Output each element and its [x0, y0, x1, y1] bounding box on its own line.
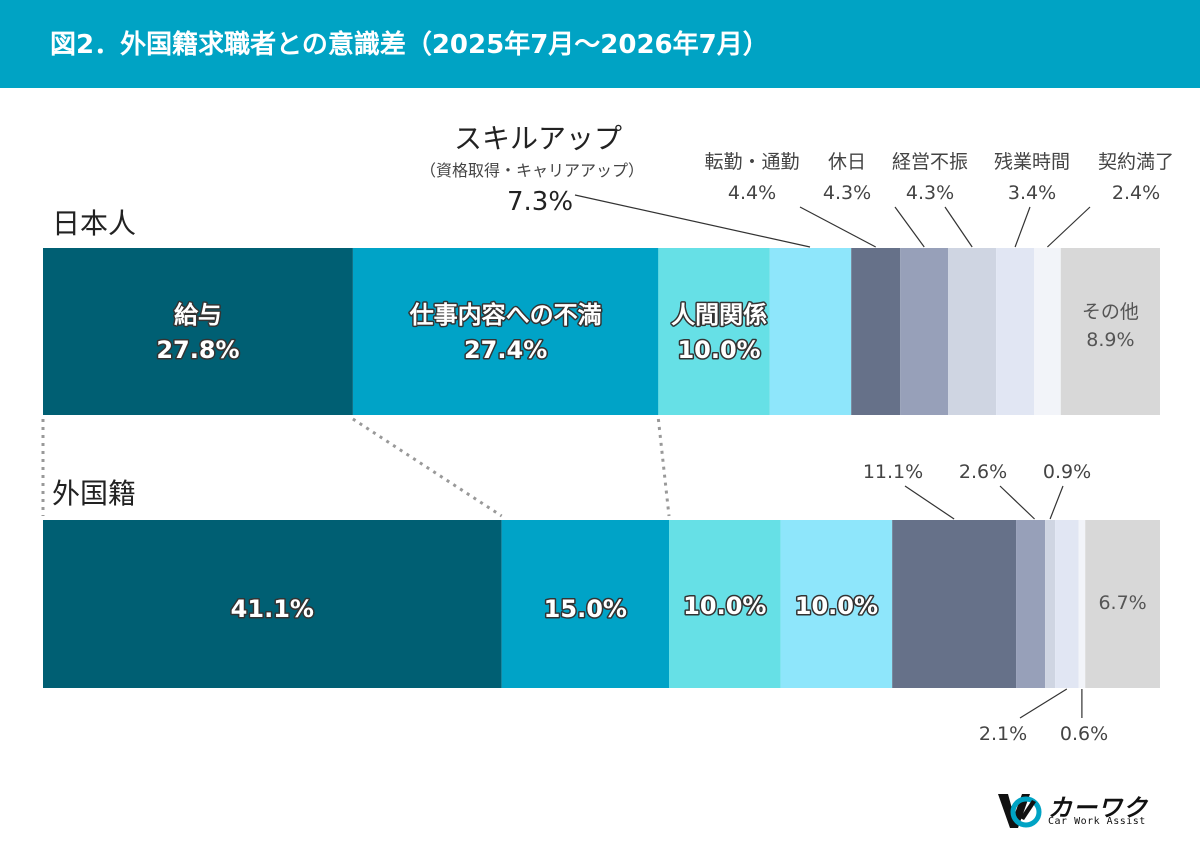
- bar-segment-japanese-8: [996, 248, 1035, 415]
- leader-line-jp-6: [894, 206, 925, 248]
- segment-label-jp-5: 転勤・通勤: [704, 151, 799, 173]
- bar-segment-japanese-10: [1060, 248, 1160, 415]
- segment-label-jp-9: 契約満了: [1098, 151, 1174, 173]
- bar-segment-foreign-9: [1078, 520, 1086, 688]
- segment-label-jp-2: 仕事内容への不満: [409, 301, 602, 329]
- dotted-connector-2: [352, 417, 503, 518]
- value-label-jp-4: 7.3%: [507, 187, 573, 217]
- bar-segment-foreign-7: [1045, 520, 1056, 688]
- value-label-jp-8: 3.4%: [1008, 182, 1056, 204]
- bar-segment-foreign-10: [1085, 520, 1160, 688]
- bar-segment-japanese-1: [43, 248, 353, 415]
- header-bar: 図2．外国籍求職者との意識差（2025年7月～2026年7月）: [0, 0, 1200, 88]
- bar-segment-japanese-5: [851, 248, 901, 415]
- leader-line-fr-8: [1019, 688, 1068, 719]
- bar-segment-foreign-5: [892, 520, 1017, 688]
- leader-line-fr-5: [904, 485, 955, 520]
- bar-segment-japanese-4: [769, 248, 852, 415]
- logo-name: カーワク: [1048, 794, 1148, 822]
- leader-line-jp-8: [1014, 206, 1031, 248]
- bar-segment-foreign-6: [1016, 520, 1046, 688]
- value-label-jp-1: 27.8%: [156, 336, 239, 364]
- value-label-jp-10: 8.9%: [1086, 329, 1134, 351]
- brand-logo: カーワク Car Work Assist: [996, 788, 1156, 832]
- leader-line-fr-6: [999, 485, 1035, 520]
- segment-label-jp-4: スキルアップ: [454, 122, 622, 155]
- logo-mark-icon: [998, 794, 1042, 828]
- value-label-jp-3: 10.0%: [677, 336, 760, 364]
- value-label-fr-5: 11.1%: [863, 461, 923, 483]
- segment-label-jp-7: 経営不振: [892, 151, 968, 173]
- value-label-jp-5: 4.4%: [728, 182, 776, 204]
- bar-segment-japanese-9: [1034, 248, 1061, 415]
- segment-label-jp-8: 残業時間: [994, 151, 1070, 173]
- segment-label-jp-1: 給与: [174, 301, 222, 329]
- bar-segment-foreign-4: [780, 520, 893, 688]
- leader-line-jp-9: [1046, 206, 1091, 248]
- value-label-jp-6: 4.3%: [823, 182, 871, 204]
- leader-line-fr-7: [1049, 485, 1064, 520]
- chart-title: 図2．外国籍求職者との意識差（2025年7月～2026年7月）: [50, 30, 769, 60]
- value-label-fr-3: 10.0%: [683, 592, 766, 620]
- value-label-fr-1: 41.1%: [231, 595, 314, 623]
- bar-segment-japanese-7: [948, 248, 997, 415]
- segment-label-jp-10: その他: [1082, 301, 1139, 323]
- value-label-jp-2: 27.4%: [464, 336, 547, 364]
- value-label-fr-10: 6.7%: [1098, 592, 1146, 614]
- value-label-fr-7: 0.9%: [1043, 461, 1091, 483]
- value-label-fr-9: 0.6%: [1060, 723, 1108, 745]
- bar-segment-japanese-2: [352, 248, 659, 415]
- value-label-fr-2: 15.0%: [544, 595, 627, 623]
- value-label-fr-8: 2.1%: [979, 723, 1027, 745]
- dotted-connector-3: [656, 418, 671, 517]
- segment-label-jp-6: 休日: [828, 151, 866, 173]
- value-label-jp-7: 4.3%: [906, 182, 954, 204]
- leader-line-jp-7: [944, 206, 973, 248]
- value-label-jp-9: 2.4%: [1112, 182, 1160, 204]
- leader-line-jp-5: [799, 206, 877, 248]
- logo-subtitle: Car Work Assist: [1048, 816, 1146, 827]
- value-label-fr-4: 10.0%: [795, 592, 878, 620]
- leader-line-jp-4: [574, 194, 811, 248]
- category-label-foreign: 外国籍: [52, 477, 136, 510]
- bar-segment-japanese-3: [658, 248, 770, 415]
- segment-sublabel-jp-4: （資格取得・キャリアアップ）: [420, 161, 644, 180]
- bar-segment-foreign-3: [669, 520, 781, 688]
- bar-segment-japanese-6: [900, 248, 949, 415]
- bar-segment-foreign-8: [1055, 520, 1079, 688]
- bar-segment-foreign-2: [501, 520, 670, 688]
- category-label-japanese: 日本人: [52, 207, 136, 240]
- value-label-fr-6: 2.6%: [959, 461, 1007, 483]
- bar-segment-foreign-1: [43, 520, 502, 688]
- segment-label-jp-3: 人間関係: [671, 301, 767, 329]
